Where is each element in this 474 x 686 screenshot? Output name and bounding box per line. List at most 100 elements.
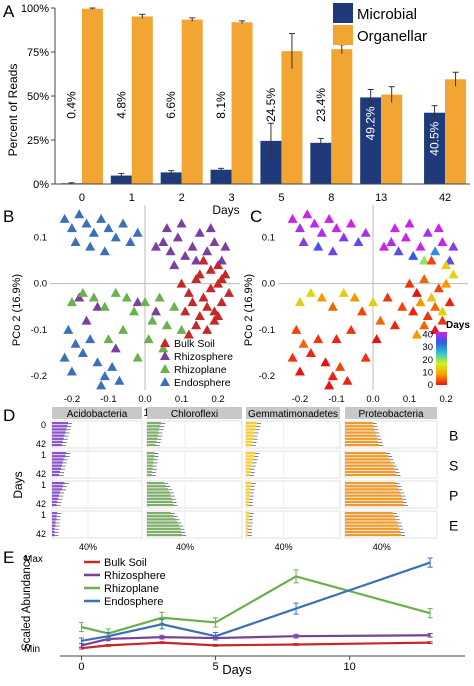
panel-c-xtick-label: -0.2 bbox=[292, 394, 308, 405]
panel-a-data-label: 40.5% bbox=[428, 121, 442, 155]
facet-header-gemmatimonadetes bbox=[246, 407, 340, 419]
panel-d-bar-gemmatimonadetes bbox=[246, 527, 248, 530]
facet-header-label: Chloroflexi bbox=[171, 409, 218, 420]
panel-b-point-bulk-soil bbox=[202, 301, 213, 311]
panel-e-line-bulk-soil bbox=[81, 641, 431, 650]
panel-e-xtick-label: 5 bbox=[213, 661, 219, 673]
facet-row-label-e: E bbox=[449, 518, 458, 534]
panel-d-bar-chloroflexi bbox=[147, 503, 174, 507]
panel-d-bar-chloroflexi bbox=[147, 530, 182, 534]
legend-label-bulk-soil: Bulk Soil bbox=[174, 338, 215, 350]
panel-c-point bbox=[448, 241, 459, 251]
panel-d-bar-gemmatimonadetes bbox=[246, 464, 252, 467]
panel-b-point-endosphere bbox=[96, 213, 107, 223]
panel-b-point-endosphere bbox=[70, 237, 81, 246]
panel-d-bar-proteobacteria bbox=[345, 482, 396, 485]
panel-a-y-axis: 0% 25% 50% 75% 100% bbox=[21, 3, 56, 191]
panel-b-point-endosphere bbox=[125, 237, 136, 246]
panel-c-point bbox=[415, 297, 426, 307]
panel-d-bar-chloroflexi bbox=[147, 488, 168, 491]
facet-header-chloroflexi bbox=[147, 407, 242, 419]
panel-a-bar-organellar bbox=[445, 79, 467, 184]
panel-b-point-rhizosphere bbox=[176, 218, 187, 228]
panel-d-bar-gemmatimonadetes bbox=[246, 521, 249, 524]
panel-c-point bbox=[327, 301, 338, 311]
panel-c-point bbox=[305, 348, 316, 357]
panel-b-ytick-label: -0.1 bbox=[31, 325, 47, 336]
panel-b-point-rhizoplane bbox=[140, 297, 150, 307]
panel-b-point-bulk-soil bbox=[216, 297, 227, 307]
legend-marker-bulk-soil bbox=[160, 338, 170, 347]
panel-c-xtick-label: -0.1 bbox=[328, 394, 344, 405]
panel-b-point-rhizoplane bbox=[143, 334, 154, 344]
panel-a-bar-microbial bbox=[210, 169, 232, 184]
panel-d-bar-gemmatimonadetes bbox=[246, 497, 249, 500]
panel-b-point-rhizosphere bbox=[150, 241, 161, 251]
panel-b-ytick-label: 0.0 bbox=[34, 279, 47, 290]
panel-d-bar-acidobacteria bbox=[52, 488, 62, 491]
panel-c-point bbox=[353, 237, 364, 246]
panel-d-bar-proteobacteria bbox=[345, 491, 401, 494]
panel-d-bar-gemmatimonadetes bbox=[246, 518, 249, 521]
panel-d-bar-gemmatimonadetes bbox=[246, 533, 248, 537]
panel-a-bar-microbial bbox=[310, 142, 332, 184]
panel-e-lines bbox=[78, 557, 433, 650]
panel-d-bar-chloroflexi bbox=[147, 467, 153, 470]
panel-c-point bbox=[294, 297, 305, 307]
panel-d-bar-chloroflexi bbox=[147, 494, 171, 497]
panel-c-point bbox=[430, 301, 441, 311]
panel-d-bar-proteobacteria bbox=[345, 461, 391, 464]
panel-c-ytick-label: -0.1 bbox=[259, 325, 275, 336]
panel-b-point-bulk-soil bbox=[194, 311, 205, 320]
panel-d-bar-gemmatimonadetes bbox=[246, 461, 253, 464]
panel-b-point-endosphere bbox=[85, 241, 96, 251]
panel-c-ytick-label: 0.1 bbox=[262, 232, 275, 243]
colorbar-tick-label: 30 bbox=[422, 342, 433, 353]
panel-e-xlabel: Days bbox=[222, 662, 252, 677]
panel-c-point bbox=[338, 232, 349, 242]
panel-d-bar-proteobacteria bbox=[345, 428, 375, 431]
panel-d-bar-chloroflexi bbox=[147, 515, 174, 518]
panel-c-point bbox=[386, 237, 397, 246]
panel-a-xlabel: Days bbox=[212, 203, 239, 217]
panel-b-xtick-label: 0.1 bbox=[175, 394, 188, 405]
panel-e-axes: 0 5 10 bbox=[60, 655, 465, 673]
legend-label-rhizosphere: Rhizosphere bbox=[104, 570, 166, 582]
panel-d-bar-acidobacteria bbox=[52, 461, 63, 464]
panel-c-point bbox=[444, 297, 455, 307]
panel-c-point bbox=[338, 287, 349, 297]
panel-b-point-endosphere bbox=[74, 209, 85, 219]
panel-a-xtick-label: 5 bbox=[278, 192, 284, 204]
panel-b-point-rhizosphere bbox=[158, 237, 169, 246]
panel-d-bar-acidobacteria bbox=[52, 473, 60, 477]
panel-d-bar-acidobacteria bbox=[52, 497, 59, 500]
panel-b-point-rhizosphere bbox=[81, 315, 92, 325]
legend-label-rhizoplane: Rhizoplane bbox=[104, 583, 159, 595]
panel-c-point bbox=[378, 241, 389, 251]
panel-d-bar-proteobacteria bbox=[345, 518, 396, 521]
panel-d-xtick-label: 40% bbox=[275, 542, 293, 552]
panel-d-bar-proteobacteria bbox=[345, 458, 390, 461]
panel-d-bar-gemmatimonadetes bbox=[246, 473, 250, 477]
panel-c-point bbox=[404, 278, 415, 288]
panel-b-point-rhizosphere bbox=[194, 227, 205, 237]
colorbar-tick-label: 40 bbox=[422, 330, 433, 341]
panel-d-bar-chloroflexi bbox=[147, 521, 178, 524]
panel-d-bar-proteobacteria bbox=[345, 455, 389, 458]
panel-c-point bbox=[309, 218, 320, 228]
panel-d-bar-gemmatimonadetes bbox=[246, 470, 251, 474]
panel-d-bar-proteobacteria bbox=[345, 524, 399, 527]
panel-d-bar-gemmatimonadetes bbox=[246, 437, 254, 440]
panel-e-xtick-label: 10 bbox=[344, 661, 356, 673]
panel-b-point-rhizosphere bbox=[202, 246, 213, 256]
panel-b-point-bulk-soil bbox=[194, 269, 205, 279]
panel-a-bar-organellar bbox=[181, 19, 203, 185]
panel-b-point-rhizosphere bbox=[209, 237, 220, 246]
panel-d-bar-acidobacteria bbox=[52, 533, 55, 537]
panel-d-bar-acidobacteria bbox=[52, 485, 63, 488]
panel-b-point-bulk-soil bbox=[224, 287, 235, 297]
panel-b-point-rhizoplane bbox=[77, 287, 88, 297]
panel-c-point bbox=[437, 237, 448, 246]
panel-e-line-rhizosphere bbox=[81, 634, 431, 647]
